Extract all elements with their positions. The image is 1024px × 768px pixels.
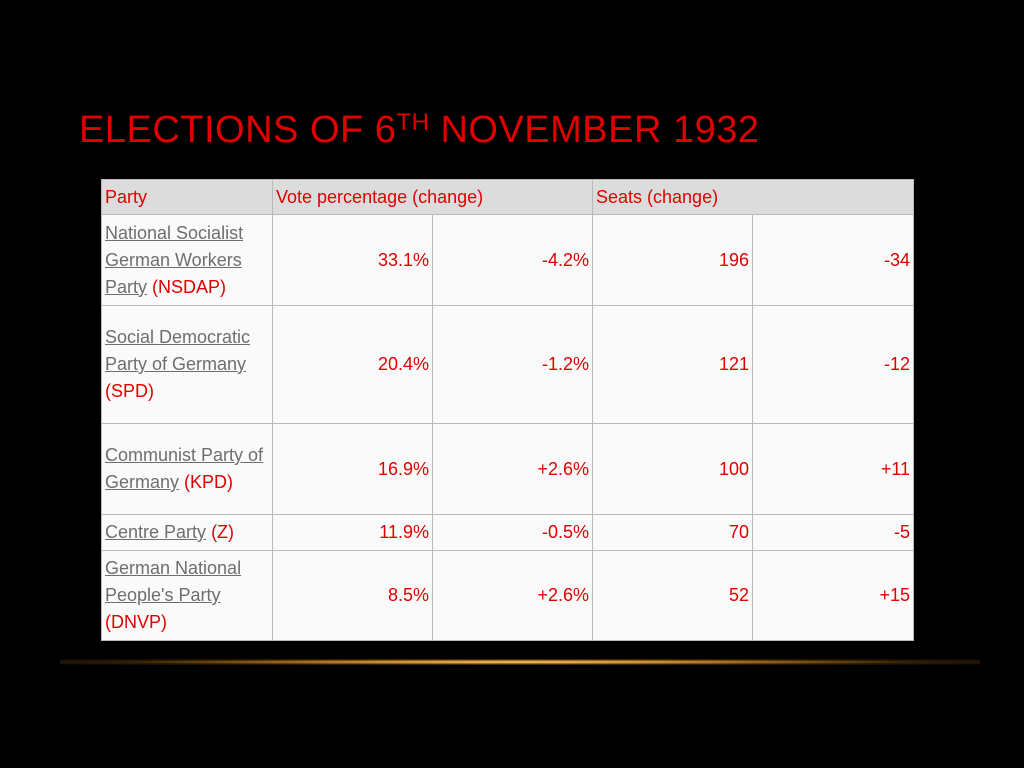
party-abbreviation: (DNVP) [105,612,167,632]
election-results-table: Party Vote percentage (change) Seats (ch… [101,179,915,641]
seats-cell: 52 [592,550,753,641]
table-header-row: Party Vote percentage (change) Seats (ch… [101,179,915,215]
seats-column-header: Seats (change) [591,179,915,215]
seats-change-cell: +11 [751,423,915,515]
party-column-header: Party [101,179,273,215]
party-link[interactable]: Social Democratic Party of Germany [105,327,251,374]
table-row: Communist Party of Germany (KPD) 16.9% +… [101,423,915,515]
vote-percentage-cell: 8.5% [272,550,433,641]
vote-change-cell: -1.2% [432,305,593,424]
vote-change-cell: +2.6% [432,423,593,515]
seats-cell: 196 [592,214,753,306]
party-link[interactable]: National Socialist German Workers Party [105,222,244,297]
party-link[interactable]: German National People's Party [105,558,242,605]
slide-title: Elections of 6th November 1932 [79,108,760,152]
vote-percentage-cell: 33.1% [272,214,433,306]
seats-cell: 121 [592,305,753,424]
seats-change-cell: -5 [751,514,915,551]
party-cell: Centre Party (Z) [101,514,273,551]
party-abbreviation: (SPD) [105,381,154,401]
seats-cell: 70 [592,514,753,551]
vote-percentage-cell: 20.4% [272,305,433,424]
vote-percentage-cell: 11.9% [272,514,433,551]
vote-change-cell: -4.2% [432,214,593,306]
vote-change-cell: +2.6% [432,550,593,641]
party-link[interactable]: Centre Party [105,522,207,542]
vote-column-header: Vote percentage (change) [272,179,593,215]
table-row: Centre Party (Z) 11.9% -0.5% 70 -5 [101,514,915,551]
party-abbreviation: (Z) [211,522,235,542]
party-cell: Communist Party of Germany (KPD) [101,423,273,515]
party-abbreviation: (KPD) [184,472,234,492]
seats-cell: 100 [592,423,753,515]
party-cell: German National People's Party (DNVP) [101,550,273,641]
vote-change-cell: -0.5% [432,514,593,551]
table-row: Social Democratic Party of Germany (SPD)… [101,305,915,424]
seats-change-cell: +15 [751,550,915,641]
decorative-glow-line [60,659,980,665]
slide-title-rest: November 1932 [429,109,760,151]
party-link[interactable]: Communist Party of Germany [105,445,264,492]
slide-title-main: Elections of 6 [79,109,397,151]
vote-percentage-cell: 16.9% [272,423,433,515]
party-abbreviation: (NSDAP) [152,276,227,297]
party-cell: National Socialist German Workers Party … [101,214,273,306]
table-row: German National People's Party (DNVP) 8.… [101,550,915,641]
seats-change-cell: -34 [751,214,915,306]
slide-title-superscript: th [396,109,430,136]
party-cell: Social Democratic Party of Germany (SPD) [101,305,273,424]
table-row: National Socialist German Workers Party … [101,214,915,306]
seats-change-cell: -12 [751,305,915,424]
